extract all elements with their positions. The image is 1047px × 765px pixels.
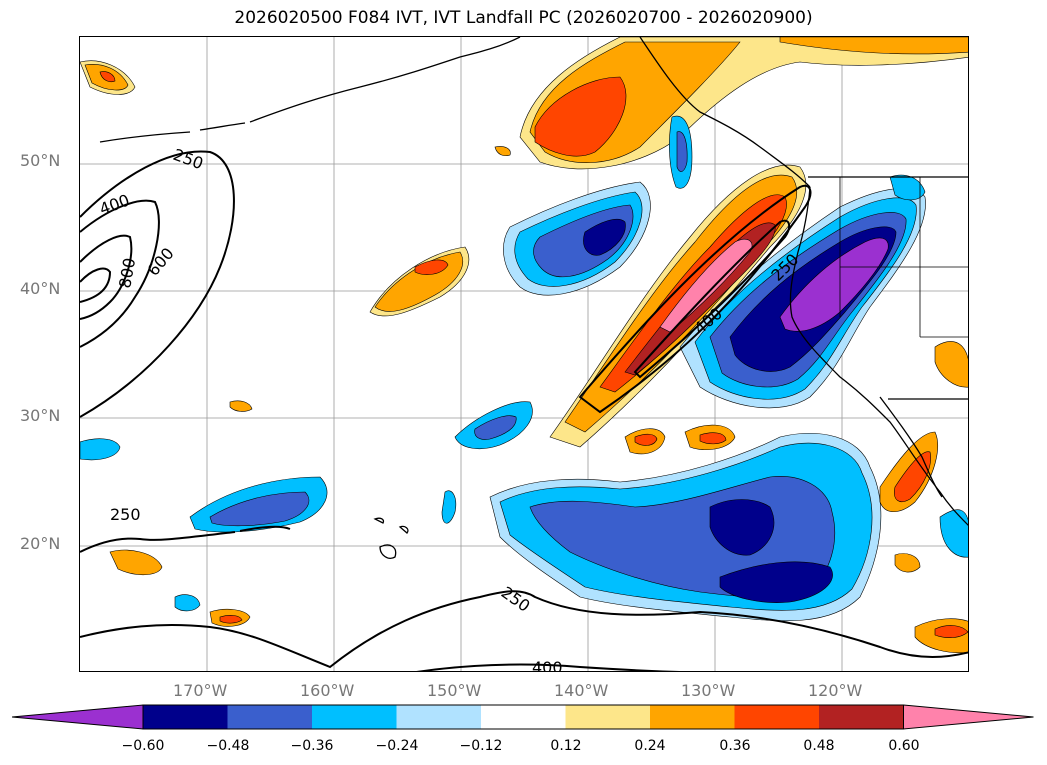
map-canvas: 250 400 600 800 250 250 400 250 400 — [80, 37, 968, 672]
aleutians — [99, 122, 246, 143]
ca-neg-purple — [779, 237, 889, 332]
patch-blue-5 — [676, 131, 688, 172]
contour-label-250-s: 250 — [498, 583, 534, 616]
coastlines — [99, 37, 968, 559]
ar-band-pink — [659, 238, 753, 333]
colorbar-cell — [481, 705, 566, 729]
cbar-tick-5: −0.12 — [459, 738, 503, 754]
lat-label-30: 30°N — [20, 406, 61, 425]
neg-lobe-navy — [583, 218, 626, 256]
warm-red-a — [414, 259, 449, 275]
colorbar-cell — [650, 705, 735, 729]
warm-orange-k — [229, 400, 253, 412]
sub-neg-navy — [709, 499, 775, 556]
bc-coast — [639, 37, 811, 188]
baja — [879, 396, 943, 498]
lon-label-140w: 140°W — [554, 681, 609, 700]
cbar-tick-2: −0.48 — [206, 738, 250, 754]
colorbar-outline — [142, 704, 904, 730]
map-panel[interactable]: 250 400 600 800 250 250 400 250 400 — [79, 36, 969, 672]
colorbar-cells — [12, 704, 1034, 730]
lon-label-120w: 120°W — [808, 681, 863, 700]
contour-ar-400 — [633, 219, 791, 379]
top-right-orange — [779, 37, 968, 55]
cbar-tick-9: 0.48 — [803, 738, 835, 754]
lon-label-150w: 150°W — [427, 681, 482, 700]
colorbar-cell — [396, 705, 481, 729]
contour-s-400 — [416, 663, 683, 671]
map-title: 2026020500 F084 IVT, IVT Landfall PC (20… — [234, 8, 813, 28]
us-west-coast — [789, 186, 968, 526]
alaska-coast — [249, 37, 521, 123]
colorbar-extend-max — [903, 704, 1034, 730]
warm-red-d — [699, 432, 727, 445]
state-lines — [839, 177, 968, 338]
warm-red-h — [219, 615, 243, 624]
patch-cyan-6 — [889, 174, 926, 201]
lat-label-20: 20°N — [20, 534, 61, 553]
contour-label-800-nw: 800 — [115, 256, 139, 289]
contour-label-250-nw: 250 — [171, 145, 206, 173]
colorbar-cell — [819, 705, 904, 729]
lon-label-130w: 130°W — [681, 681, 736, 700]
patch-cyan-8 — [441, 490, 457, 524]
patch-cyan-3 — [80, 438, 121, 461]
goa-warm-red — [534, 76, 627, 157]
lon-label-160w: 160°W — [300, 681, 355, 700]
cbar-tick-1: −0.60 — [121, 738, 165, 754]
sub-neg-navy2 — [719, 561, 833, 603]
warm-orange-a — [374, 251, 464, 312]
lat-label-40: 40°N — [20, 279, 61, 298]
warm-red-b — [99, 71, 116, 83]
colorbar-cell — [143, 705, 228, 729]
colorbar — [12, 704, 1034, 730]
patch-blue-2 — [209, 491, 310, 527]
cbar-tick-3: −0.36 — [290, 738, 334, 754]
cbar-tick-10: 0.60 — [888, 738, 920, 754]
contour-nw-400 — [80, 199, 160, 348]
contour-label-400-s: 400 — [532, 658, 563, 672]
cbar-tick-6: 0.12 — [550, 738, 582, 754]
ivt-contours — [80, 150, 968, 671]
pc-shading — [80, 37, 968, 654]
colorbar-cell — [312, 705, 397, 729]
cbar-tick-4: −0.24 — [375, 738, 419, 754]
warm-red-g — [934, 625, 968, 638]
contour-label-250-sw: 250 — [110, 505, 141, 524]
colorbar-cell — [734, 705, 819, 729]
warm-orange-i — [109, 549, 163, 576]
patch-blue-1 — [474, 415, 517, 440]
contour-nw-600 — [80, 234, 133, 320]
contour-label-600-nw: 600 — [144, 244, 178, 280]
colorbar-extend-min — [12, 704, 144, 730]
cbar-tick-7: 0.24 — [634, 738, 666, 754]
contour-label-400-nw: 400 — [97, 190, 132, 218]
warm-orange-f — [934, 341, 968, 388]
lon-label-170w: 170°W — [173, 681, 228, 700]
cbar-tick-8: 0.36 — [719, 738, 751, 754]
warm-orange-j — [894, 553, 921, 573]
contour-nw-250 — [80, 150, 235, 418]
hawaii — [373, 517, 409, 559]
colorbar-cell — [227, 705, 312, 729]
contour-sw-250 — [80, 525, 291, 553]
patch-cyan-7 — [939, 509, 968, 558]
warm-orange-l — [494, 146, 511, 157]
patch-cyan-4 — [174, 594, 201, 612]
colorbar-cell — [565, 705, 650, 729]
warm-red-c — [634, 433, 658, 446]
contour-nw-800 — [80, 267, 112, 303]
lat-label-50: 50°N — [20, 151, 61, 170]
contour-s-250 — [80, 590, 968, 669]
